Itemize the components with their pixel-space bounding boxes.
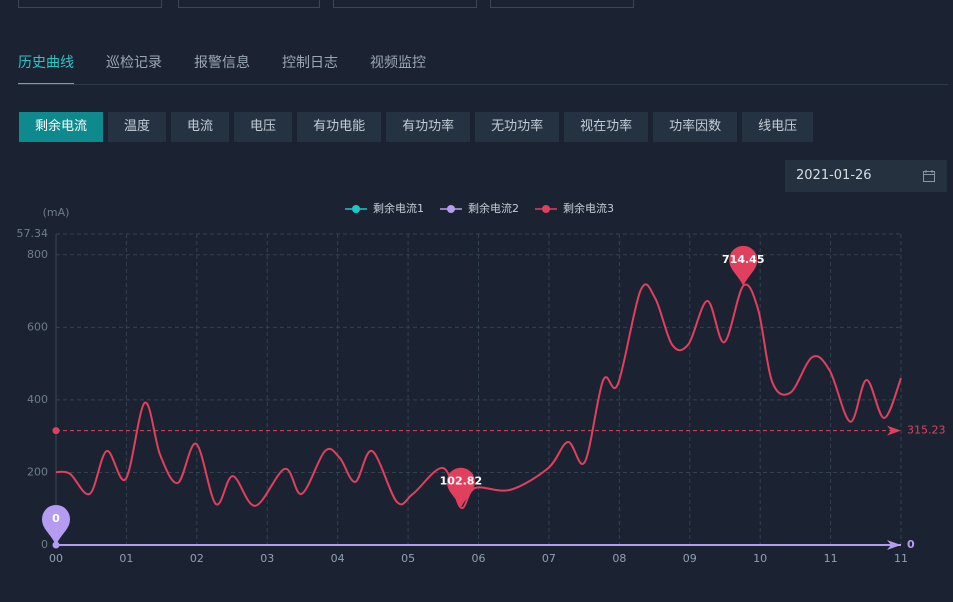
x-tick-label: 07	[542, 552, 556, 565]
x-tick-label: 03	[260, 552, 274, 565]
select-box[interactable]	[333, 0, 477, 8]
y-tick-label: 200	[27, 465, 48, 478]
average-arrow	[887, 540, 901, 550]
y-tick-label: 400	[27, 393, 48, 406]
metric-button[interactable]: 电流	[171, 112, 230, 142]
date-picker[interactable]: 2021-01-26	[785, 160, 947, 192]
tab[interactable]: 视频监控	[370, 55, 426, 71]
x-tick-label: 09	[683, 552, 697, 565]
metric-button[interactable]: 有功功率	[386, 112, 471, 142]
y-axis-label: (mA)	[43, 206, 70, 219]
tab[interactable]: 控制日志	[282, 55, 338, 71]
x-tick-label: 02	[190, 552, 204, 565]
tab[interactable]: 报警信息	[194, 55, 250, 71]
metric-button[interactable]: 电压	[234, 112, 293, 142]
legend-label: 剩余电流1	[373, 201, 424, 215]
y-tick-label: 600	[27, 320, 48, 333]
x-tick-label: 00	[49, 552, 63, 565]
average-label: 0	[907, 538, 915, 551]
x-tick-label: 06	[472, 552, 486, 565]
date-text: 2021-01-26	[796, 168, 872, 183]
mark-point-max	[729, 245, 758, 286]
series-line	[55, 283, 902, 509]
mark-point-max-label: 0	[52, 512, 60, 525]
y-tick-label: 800	[27, 248, 48, 261]
average-arrow	[887, 425, 901, 436]
metric-button[interactable]: 无功功率	[475, 112, 560, 142]
mark-point-max	[41, 504, 71, 545]
average-start	[52, 427, 60, 435]
x-tick-label: 04	[331, 552, 345, 565]
y-tick-label: 0	[41, 538, 48, 551]
select-box[interactable]	[178, 0, 320, 8]
average-label: 315.23	[907, 424, 946, 437]
mark-point-min-label: 102.82	[440, 475, 482, 488]
legend-label: 剩余电流2	[468, 201, 519, 215]
metric-button[interactable]: 温度	[108, 112, 167, 142]
calendar-icon	[923, 170, 935, 182]
x-tick-label: 08	[612, 552, 626, 565]
metric-button[interactable]: 有功电能	[297, 112, 382, 142]
select-box[interactable]	[18, 0, 162, 8]
y-tick-label: 57.34	[17, 227, 49, 240]
tab-divider	[18, 84, 948, 85]
x-tick-label: 10	[753, 552, 767, 565]
x-tick-label: 11	[824, 552, 838, 565]
metric-button[interactable]: 线电压	[742, 112, 814, 142]
x-tick-label: 05	[401, 552, 415, 565]
metric-button[interactable]: 剩余电流	[19, 112, 104, 142]
mark-point-min	[446, 467, 475, 508]
tab[interactable]: 巡检记录	[106, 55, 162, 71]
legend-dot	[542, 205, 550, 213]
tab-bar: 历史曲线 巡检记录 报警信息 控制日志 视频监控	[18, 50, 458, 85]
metric-button[interactable]: 视在功率	[564, 112, 649, 142]
legend-label: 剩余电流3	[563, 201, 614, 215]
x-tick-label: 11	[894, 552, 908, 565]
metric-bar: 剩余电流 温度 电流 电压 有功电能 有功功率 无功功率 视在功率 功率因数 线电压	[19, 112, 814, 142]
mark-point-max-label: 714.45	[722, 253, 764, 266]
legend-dot	[447, 205, 455, 213]
x-tick-label: 01	[119, 552, 133, 565]
select-box[interactable]	[490, 0, 634, 8]
metric-button[interactable]: 功率因数	[653, 112, 738, 142]
legend-dot	[352, 205, 360, 213]
